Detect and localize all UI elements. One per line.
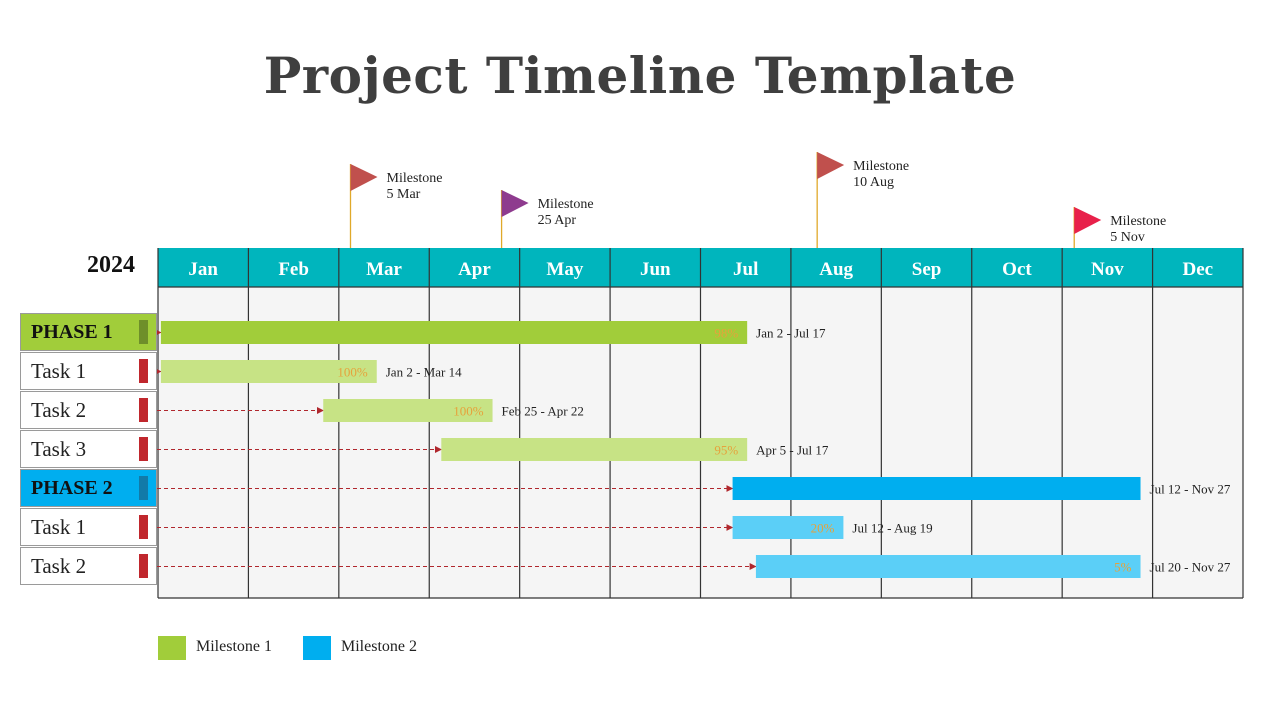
- percent-label: 20%: [811, 521, 835, 536]
- task-label: Task 2: [20, 391, 157, 429]
- page-title: Project Timeline Template: [263, 46, 1017, 105]
- task-label: Task 1: [20, 508, 157, 546]
- month-label-apr: Apr: [458, 259, 491, 280]
- month-label-jul: Jul: [733, 259, 758, 280]
- task-bar: [755, 555, 1141, 578]
- phase-label: PHASE 1: [20, 313, 157, 351]
- percent-label: 100%: [337, 365, 368, 380]
- milestone-flag: [350, 164, 378, 191]
- row-marker: [139, 320, 148, 344]
- phase-label: PHASE 2: [20, 469, 157, 507]
- task-label: Task 2: [20, 547, 157, 585]
- milestone-date: 5 Mar: [387, 187, 421, 202]
- milestone-label: Milestone: [853, 159, 909, 174]
- milestone-flag: [501, 190, 529, 217]
- milestone-date: 25 Apr: [538, 213, 577, 228]
- month-label-mar: Mar: [366, 259, 402, 280]
- phase-bar: [160, 321, 748, 344]
- legend-swatch: [303, 636, 331, 660]
- row-label-text: PHASE 2: [31, 477, 113, 499]
- row-marker: [139, 476, 148, 500]
- month-label-sep: Sep: [912, 259, 942, 280]
- month-label-nov: Nov: [1091, 259, 1124, 280]
- milestone-label: Milestone: [538, 197, 594, 212]
- percent-label: 95%: [714, 443, 738, 458]
- year-label: 2024: [87, 252, 135, 278]
- task-bar: [160, 360, 377, 383]
- legend-label: Milestone 1: [196, 638, 272, 655]
- date-range-label: Jul 12 - Nov 27: [1150, 482, 1231, 497]
- row-marker: [139, 437, 148, 461]
- row-marker: [139, 554, 148, 578]
- month-label-aug: Aug: [819, 259, 853, 280]
- legend-label: Milestone 2: [341, 638, 417, 655]
- row-marker: [139, 359, 148, 383]
- month-label-dec: Dec: [1182, 259, 1213, 280]
- row-label-text: Task 3: [31, 437, 87, 461]
- task-bar: [441, 438, 748, 461]
- date-range-label: Feb 25 - Apr 22: [502, 404, 584, 419]
- date-range-label: Jan 2 - Mar 14: [386, 365, 462, 380]
- date-range-label: Apr 5 - Jul 17: [756, 443, 829, 458]
- row-marker: [139, 398, 148, 422]
- milestone-label: Milestone: [1110, 214, 1166, 229]
- percent-label: 98%: [714, 326, 738, 341]
- milestone-flag: [1074, 207, 1102, 234]
- task-bar: [323, 399, 493, 422]
- phase-bar: [732, 477, 1141, 500]
- date-range-label: Jan 2 - Jul 17: [756, 326, 826, 341]
- milestone-date: 5 Nov: [1110, 230, 1145, 245]
- milestone-date: 10 Aug: [853, 175, 894, 190]
- row-label-text: PHASE 1: [31, 321, 113, 343]
- percent-label: 5%: [1114, 560, 1132, 575]
- row-label-text: Task 1: [31, 359, 87, 383]
- month-label-jan: Jan: [188, 259, 218, 280]
- milestone-flag: [817, 152, 845, 179]
- month-label-jun: Jun: [640, 259, 671, 280]
- milestone-label: Milestone: [387, 171, 443, 186]
- month-label-may: May: [546, 259, 583, 280]
- row-marker: [139, 515, 148, 539]
- task-label: Task 3: [20, 430, 157, 468]
- task-bar: [732, 516, 844, 539]
- row-label-text: Task 2: [31, 554, 87, 578]
- month-label-feb: Feb: [278, 259, 309, 280]
- task-label: Task 1: [20, 352, 157, 390]
- row-label-text: Task 2: [31, 398, 87, 422]
- month-label-oct: Oct: [1002, 259, 1032, 280]
- date-range-label: Jul 20 - Nov 27: [1150, 560, 1231, 575]
- date-range-label: Jul 12 - Aug 19: [852, 521, 932, 536]
- percent-label: 100%: [453, 404, 484, 419]
- legend-swatch: [158, 636, 186, 660]
- row-label-text: Task 1: [31, 515, 87, 539]
